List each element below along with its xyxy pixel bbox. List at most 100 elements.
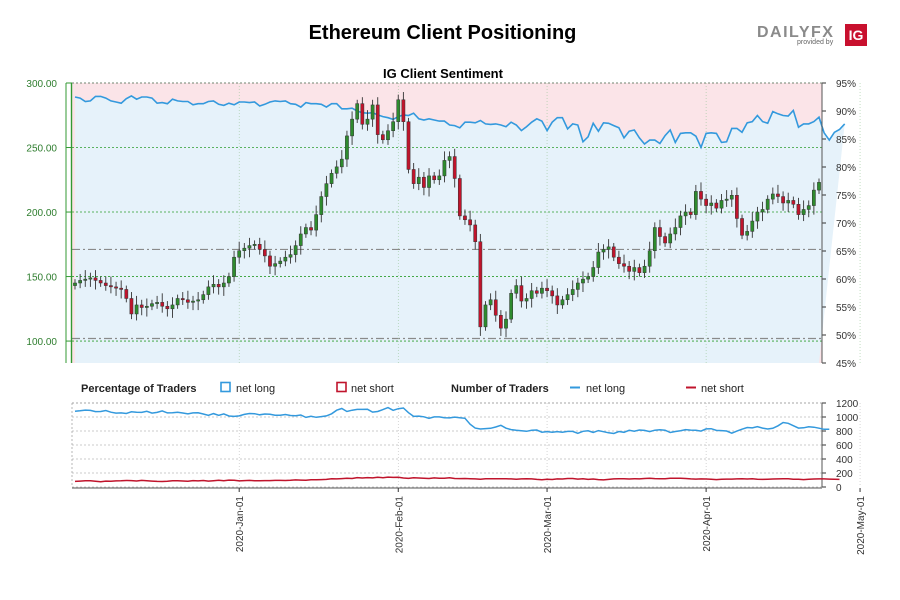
- y-tick-label: 200.00: [26, 208, 57, 219]
- candle: [493, 290, 498, 322]
- candle: [509, 289, 513, 323]
- candle-body: [724, 198, 729, 201]
- candle: [139, 299, 144, 316]
- candle: [293, 240, 298, 263]
- candle-body: [221, 282, 226, 288]
- candle: [278, 257, 283, 268]
- candle: [416, 168, 421, 191]
- candle: [319, 191, 324, 223]
- bottom-y-tick-label: 1000: [836, 413, 859, 424]
- candle: [150, 299, 154, 311]
- candle-body: [129, 298, 134, 315]
- candle: [88, 272, 93, 287]
- candle: [519, 276, 524, 308]
- candle: [411, 163, 416, 189]
- candle-body: [329, 173, 334, 184]
- candle-body: [350, 118, 354, 137]
- candle-body: [468, 219, 472, 226]
- candle: [632, 259, 637, 281]
- legend-pct-title: Percentage of Traders: [81, 383, 197, 395]
- candle: [812, 182, 816, 215]
- candle: [381, 130, 385, 144]
- y-right-tick-label: 80%: [836, 163, 856, 174]
- bottom-y-tick-label: 1200: [836, 399, 859, 410]
- candle: [268, 250, 272, 274]
- candle: [304, 223, 308, 238]
- candle: [386, 124, 390, 145]
- logo-provided-by: provided by: [797, 39, 834, 46]
- pct-long-line: [74, 94, 846, 150]
- candle: [796, 197, 801, 220]
- candle: [334, 160, 339, 179]
- candle: [463, 209, 467, 225]
- candle-body: [83, 278, 88, 281]
- candle: [468, 210, 472, 232]
- bottom-y-tick-label: 200: [836, 469, 853, 480]
- candle-body: [180, 298, 185, 301]
- candle-body: [391, 121, 395, 131]
- candle-body: [237, 250, 242, 258]
- candle: [652, 222, 657, 259]
- candle: [103, 276, 108, 291]
- y-right-tick-label: 65%: [836, 247, 856, 258]
- candle-body: [611, 246, 616, 258]
- candle-body: [714, 202, 719, 209]
- candle: [452, 148, 457, 188]
- candle-body: [770, 193, 775, 200]
- candle: [83, 270, 88, 287]
- candle-body: [740, 218, 744, 236]
- candle-body: [411, 169, 416, 184]
- x-tick-label: 2020-Jan-01: [235, 496, 246, 553]
- candle: [740, 214, 744, 240]
- candle-body: [781, 196, 785, 204]
- candle-body: [483, 304, 488, 328]
- candle-body: [442, 160, 447, 177]
- legend: Percentage of Traders net long net short…: [81, 381, 744, 395]
- candle: [524, 293, 529, 309]
- candle-body: [509, 293, 513, 320]
- net-long-traders-line: [74, 406, 830, 435]
- candle-body: [319, 196, 324, 215]
- candle: [750, 212, 755, 238]
- candle: [345, 130, 349, 167]
- y-right-tick-label: 50%: [836, 331, 856, 342]
- candle: [586, 272, 590, 283]
- candle-body: [581, 278, 585, 284]
- candle-body: [647, 250, 652, 267]
- candle: [134, 295, 139, 321]
- candle: [591, 261, 596, 282]
- candle-body: [406, 121, 411, 170]
- candle-body: [165, 305, 170, 310]
- candle: [155, 295, 159, 309]
- candle-body: [606, 246, 611, 250]
- candle: [637, 263, 642, 277]
- candle-body: [401, 99, 406, 122]
- candle: [688, 208, 693, 219]
- candle-body: [257, 244, 262, 250]
- candle: [483, 301, 488, 331]
- legend-pct-long: net long: [236, 383, 275, 395]
- candle: [647, 241, 652, 273]
- candle-body: [499, 315, 503, 329]
- candle-body: [586, 276, 590, 280]
- candle: [642, 259, 647, 278]
- legend-pct-short: net short: [351, 383, 394, 395]
- net-long-area: [75, 95, 845, 364]
- candle-body: [345, 135, 349, 160]
- candle: [540, 281, 544, 299]
- candle: [427, 168, 431, 197]
- candle-body: [144, 305, 149, 308]
- candle: [694, 184, 698, 220]
- candle-body: [617, 256, 621, 264]
- candle-body: [365, 118, 370, 125]
- y-right-tick-label: 45%: [836, 359, 856, 370]
- candle-body: [134, 304, 139, 315]
- candle: [211, 275, 216, 294]
- candle: [109, 276, 113, 294]
- candle: [242, 243, 247, 259]
- candle: [355, 99, 360, 123]
- candle: [314, 205, 319, 237]
- candle-body: [688, 211, 693, 215]
- candle-body: [673, 227, 678, 235]
- candle: [191, 295, 195, 311]
